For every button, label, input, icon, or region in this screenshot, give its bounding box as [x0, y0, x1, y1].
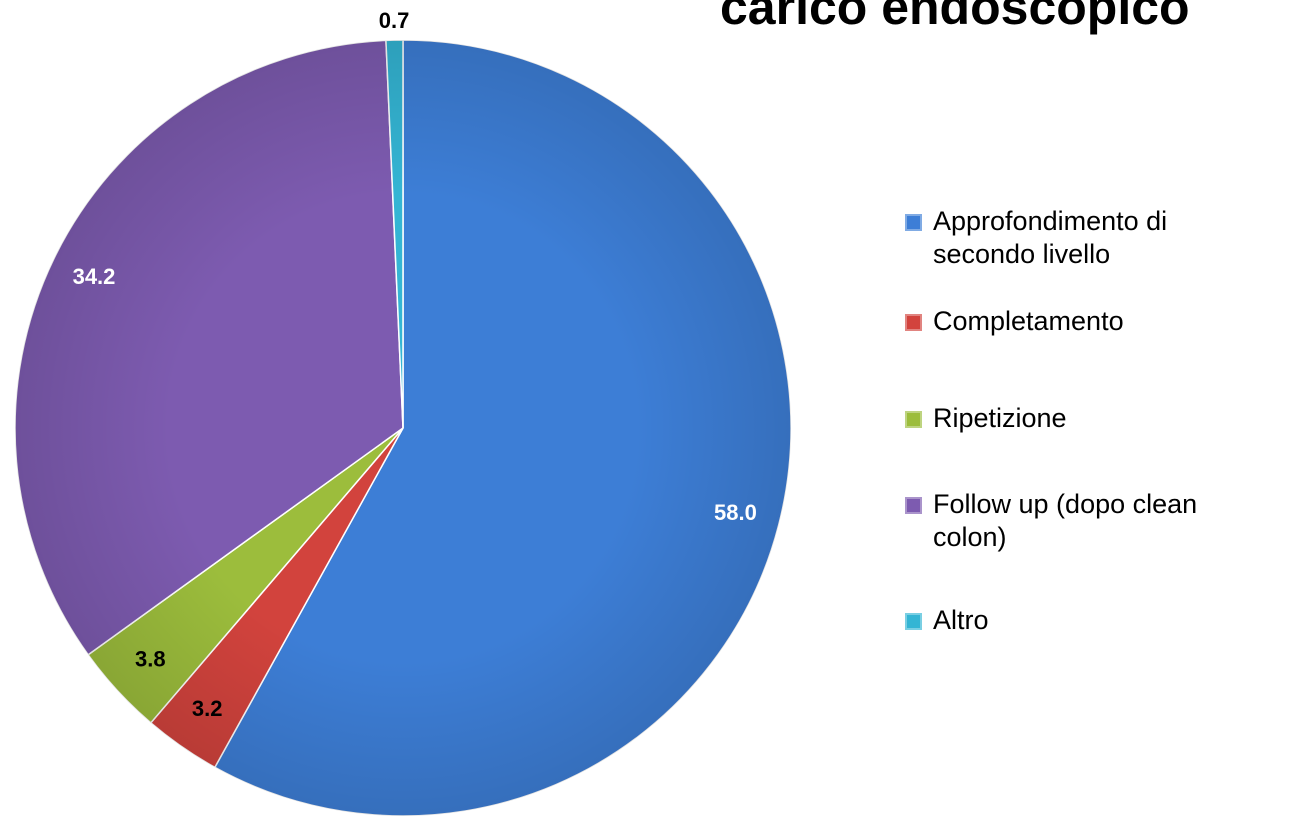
- data-label: 34.2: [73, 264, 116, 289]
- chart-title: carico endoscopico: [720, 0, 1190, 35]
- legend-label: Follow up (dopo clean colon): [933, 489, 1198, 552]
- legend-item: Ripetizione: [905, 402, 1275, 435]
- legend-swatch: [905, 497, 922, 514]
- legend-item: Altro: [905, 604, 1275, 637]
- legend-label: Altro: [933, 605, 989, 635]
- legend-swatch: [905, 411, 922, 428]
- legend-item: Completamento: [905, 305, 1275, 338]
- pie-chart: 58.0 3.2 3.8 34.2 0.7: [14, 8, 792, 817]
- legend-swatch: [905, 214, 922, 231]
- legend-swatch: [905, 613, 922, 630]
- legend-label: Completamento: [933, 306, 1124, 336]
- legend-item: Follow up (dopo clean colon): [905, 488, 1275, 554]
- data-label: 58.0: [714, 500, 757, 525]
- data-label: 0.7: [379, 8, 410, 33]
- legend-label: Ripetizione: [933, 403, 1067, 433]
- data-label: 3.2: [192, 696, 223, 721]
- data-label: 3.8: [135, 646, 166, 671]
- legend-item: Approfondimento di secondo livello: [905, 205, 1275, 271]
- legend-label: Approfondimento di secondo livello: [933, 206, 1168, 269]
- legend-swatch: [905, 314, 922, 331]
